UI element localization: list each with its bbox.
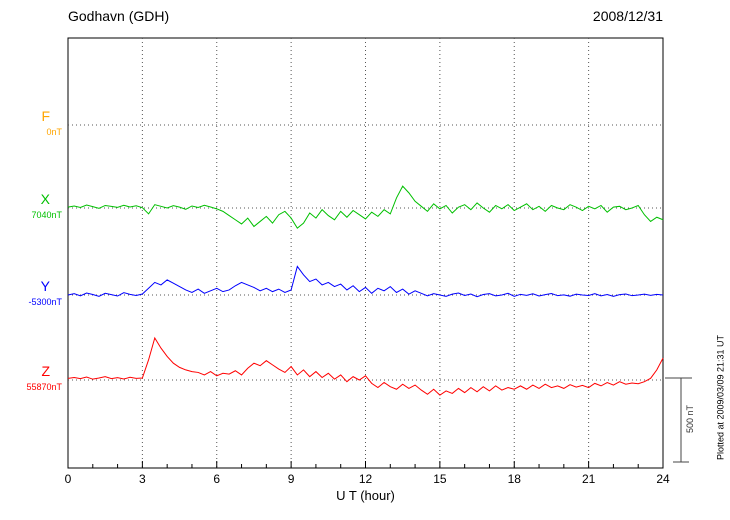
scale-bar-label: 500 nT (685, 404, 695, 434)
x-tick-label-3: 3 (139, 472, 146, 486)
x-tick-label-12: 12 (358, 472, 373, 486)
series-baseline-label-Z: 55870nT (26, 382, 62, 392)
x-tick-label-24: 24 (656, 472, 670, 486)
series-baseline-label-F: 0nT (46, 127, 62, 137)
series-baseline-label-Y: -5300nT (28, 297, 62, 307)
plotted-at-note: Plotted at 2009/03/09 21:31 UT (715, 334, 726, 461)
series-label-Y: Y (40, 278, 50, 294)
station-title: Godhavn (GDH) (68, 8, 170, 24)
x-tick-label-0: 0 (64, 472, 72, 486)
x-tick-label-9: 9 (287, 472, 295, 486)
x-tick-label-21: 21 (581, 472, 596, 486)
trace-Y (67, 265, 664, 298)
series-label-Z: Z (41, 363, 50, 379)
series-label-X: X (40, 191, 50, 207)
trace-Z (67, 336, 664, 396)
x-tick-label-15: 15 (433, 472, 447, 486)
series-baseline-label-X: 7040nT (31, 210, 62, 220)
x-tick-label-6: 6 (213, 472, 221, 486)
series-label-F: F (41, 108, 50, 124)
x-axis-label: U T (hour) (336, 488, 395, 503)
plot-date: 2008/12/31 (592, 8, 663, 24)
trace-X (67, 185, 664, 229)
x-tick-label-18: 18 (507, 472, 521, 486)
